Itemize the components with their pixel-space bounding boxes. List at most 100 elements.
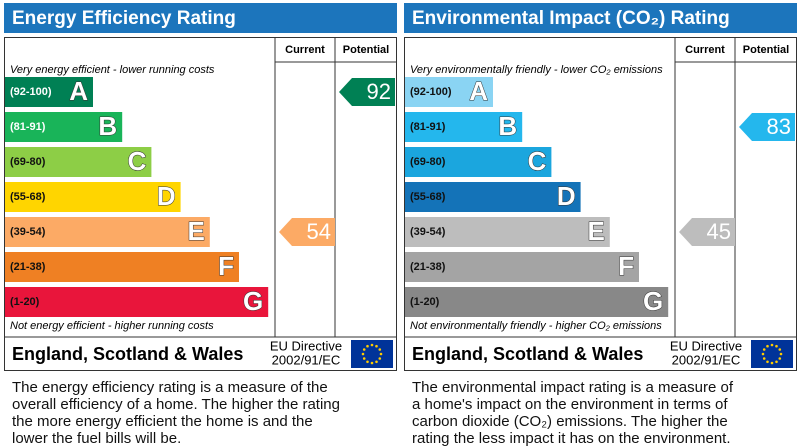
top-note: Very energy efficient - lower running co… [10, 64, 215, 76]
rating-band [405, 217, 610, 247]
flag-star [370, 343, 374, 347]
band-letter: F [218, 251, 234, 281]
band-range: (69-80) [10, 156, 46, 168]
region: England, Scotland & Wales [412, 344, 643, 364]
flag-star [766, 360, 769, 364]
column-header: Current [285, 44, 325, 56]
panel-title: Environmental Impact (CO₂) Rating [412, 8, 730, 29]
rating-band [5, 147, 152, 177]
flag-star [779, 352, 783, 356]
flag-star [362, 348, 366, 351]
title-bar [404, 3, 797, 33]
description-line: overall efficiency of a home. The higher… [12, 396, 340, 413]
band-range: (92-100) [410, 86, 452, 98]
band-letter: C [128, 146, 147, 176]
band-letter: E [587, 216, 604, 246]
flag-star [375, 360, 378, 364]
title-bar [4, 3, 397, 33]
panel-title: Energy Efficiency Rating [12, 8, 236, 29]
description-line: carbon dioxide (CO₂) emissions. The high… [412, 413, 728, 430]
rating-value: 83 [767, 114, 791, 139]
band-range: (55-68) [10, 191, 46, 203]
flag-star [362, 357, 366, 360]
flag-star [366, 344, 369, 348]
directive: EU Directive [670, 338, 742, 353]
flag-star [761, 352, 765, 356]
flag-star [366, 360, 369, 364]
flag-star [766, 344, 769, 348]
column-header: Current [685, 44, 725, 56]
rating-arrow [679, 218, 735, 246]
band-range: (39-54) [10, 226, 46, 238]
band-letter: D [157, 181, 176, 211]
rating-band [405, 287, 669, 317]
band-letter: E [187, 216, 204, 246]
flag-star [778, 357, 782, 360]
rating-arrow [739, 113, 795, 141]
rating-band [405, 77, 493, 107]
band-range: (21-38) [10, 261, 46, 273]
description-line: The environmental impact rating is a mea… [412, 379, 734, 396]
band-range: (81-91) [410, 121, 446, 133]
flag-star [378, 348, 382, 351]
rating-band [5, 287, 269, 317]
flag-star [378, 357, 382, 360]
flag-star [775, 360, 778, 364]
rating-band [5, 182, 181, 212]
rating-band [5, 252, 239, 282]
rating-arrow [279, 218, 335, 246]
column-header: Potential [743, 44, 789, 56]
flag-star [361, 352, 365, 356]
directive: EU Directive [270, 338, 342, 353]
band-letter: A [69, 76, 88, 106]
flag-star [778, 348, 782, 351]
band-letter: F [618, 251, 634, 281]
band-letter: G [243, 286, 263, 316]
rating-band [5, 77, 93, 107]
flag-star [762, 357, 766, 360]
band-letter: B [498, 111, 517, 141]
band-range: (1-20) [10, 296, 40, 308]
flag-star [775, 344, 778, 348]
rating-value: 92 [367, 79, 391, 104]
flag-star [770, 361, 774, 365]
flag-star [770, 343, 774, 347]
rating-band [405, 182, 581, 212]
band-range: (39-54) [410, 226, 446, 238]
region: England, Scotland & Wales [12, 344, 243, 364]
rating-band [5, 217, 210, 247]
band-letter: G [643, 286, 663, 316]
band-range: (1-20) [410, 296, 440, 308]
flag-star [762, 348, 766, 351]
rating-band [405, 112, 523, 142]
band-range: (69-80) [410, 156, 446, 168]
top-note: Very environmentally friendly - lower CO… [410, 64, 663, 76]
directive-code: 2002/91/EC [672, 352, 741, 367]
rating-band [405, 252, 639, 282]
description-line: The energy efficiency rating is a measur… [12, 379, 328, 396]
column-header: Potential [343, 44, 389, 56]
panel-box [4, 37, 397, 371]
rating-value: 54 [307, 219, 331, 244]
description-line: lower the fuel bills will be. [12, 430, 181, 447]
directive-code: 2002/91/EC [272, 352, 341, 367]
flag-star [370, 361, 374, 365]
band-letter: A [469, 76, 488, 106]
band-range: (21-38) [410, 261, 446, 273]
description-line: a home's impact on the environment in te… [412, 396, 728, 413]
rating-band [5, 112, 123, 142]
rating-arrow [339, 78, 395, 106]
flag-star [375, 344, 378, 348]
rating-value: 45 [707, 219, 731, 244]
band-range: (81-91) [10, 121, 46, 133]
band-letter: C [528, 146, 547, 176]
band-range: (55-68) [410, 191, 446, 203]
bottom-note: Not environmentally friendly - higher CO… [410, 320, 662, 332]
band-range: (92-100) [10, 86, 52, 98]
description-line: rating the less impact it has on the env… [412, 430, 731, 447]
description-line: the more energy efficient the home is an… [12, 413, 313, 430]
band-letter: D [557, 181, 576, 211]
panel-box [404, 37, 797, 371]
flag-star [379, 352, 383, 356]
